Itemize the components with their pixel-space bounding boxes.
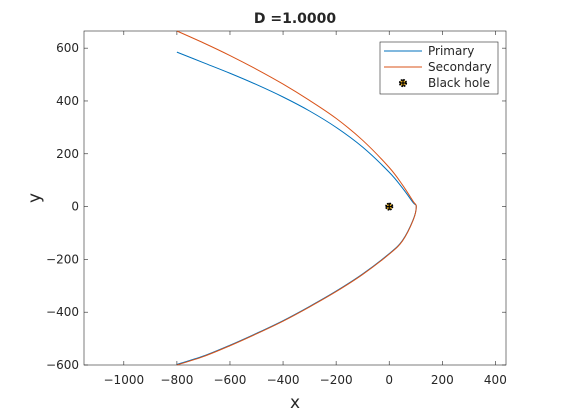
legend-label-primary: Primary: [428, 44, 474, 58]
y-tick-label: 0: [71, 200, 79, 214]
y-tick-label: 600: [56, 41, 79, 55]
y-tick-label: −600: [46, 358, 79, 372]
legend: Primary Secondary Black hole: [379, 41, 499, 95]
x-tick-label: −600: [213, 373, 246, 387]
y-tick-label: −200: [46, 252, 79, 266]
y-axis-label: y: [25, 193, 45, 203]
y-ticks: −600 −400 −200 0 200 400 600: [46, 41, 506, 372]
legend-swatch-black-hole: [398, 78, 408, 88]
x-tick-label: −200: [320, 373, 353, 387]
y-tick-label: 200: [56, 147, 79, 161]
x-tick-label: −800: [160, 373, 193, 387]
y-tick-label: 400: [56, 94, 79, 108]
x-tick-label: −400: [267, 373, 300, 387]
black-hole-marker: [385, 202, 394, 211]
legend-label-secondary: Secondary: [428, 60, 492, 74]
series-layer: [176, 30, 417, 366]
legend-label-black-hole: Black hole: [428, 76, 490, 90]
y-tick-label: −400: [46, 305, 79, 319]
x-tick-label: 400: [484, 373, 507, 387]
legend-entries: Primary Secondary Black hole: [384, 44, 492, 90]
x-tick-label: −1000: [104, 373, 145, 387]
x-tick-label: 0: [385, 373, 393, 387]
x-tick-label: 200: [431, 373, 454, 387]
chart-title: D =1.0000: [254, 11, 337, 27]
series-line-secondary: [176, 30, 417, 366]
x-axis-label: x: [290, 393, 300, 413]
marker-layer: [385, 202, 394, 211]
x-ticks: −1000 −800 −600 −400 −200 0 200 400: [104, 31, 507, 387]
